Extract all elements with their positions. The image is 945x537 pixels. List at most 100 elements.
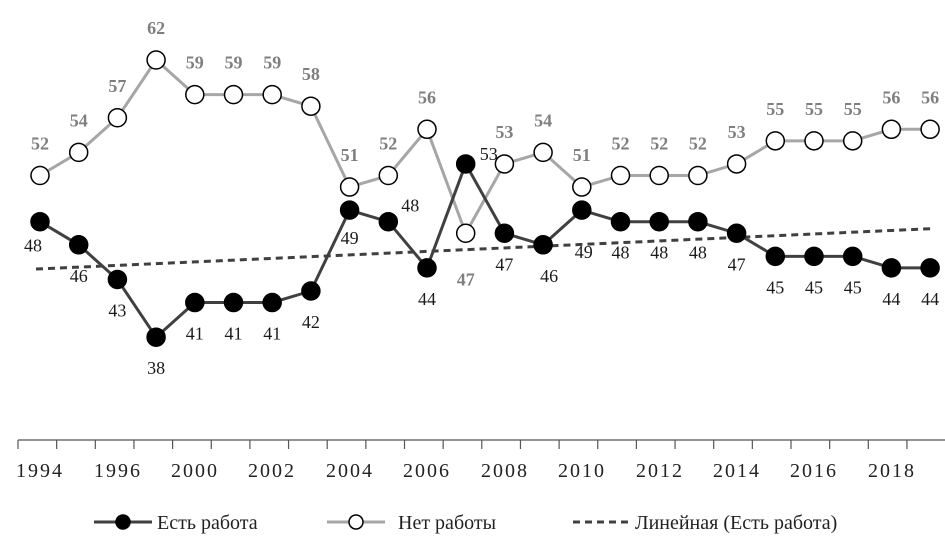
point-employed: [378, 211, 399, 232]
point-employed: [649, 211, 669, 232]
data-label-employed: 41: [225, 324, 243, 344]
x-tick-label: 2002: [248, 460, 296, 482]
x-tick-label: 2014: [713, 460, 761, 482]
data-label-unemployed: 56: [418, 87, 436, 107]
point-unemployed: [68, 142, 89, 163]
data-label-unemployed: 58: [302, 64, 320, 84]
data-label-unemployed: 59: [225, 53, 243, 73]
data-label-unemployed: 51: [341, 145, 359, 165]
x-tick-label: 2006: [403, 460, 451, 482]
point-employed: [339, 200, 360, 220]
data-label-unemployed: 56: [921, 87, 939, 107]
data-labels: 52 54 57 62 59 59 59 58 51 52 56 47 53 54 51 52 52 52 53 55…: [24, 18, 939, 378]
data-label-employed: 45: [844, 277, 862, 297]
data-label-unemployed: 52: [689, 134, 707, 154]
x-tick-label: 2008: [481, 460, 529, 482]
data-label-employed: 45: [805, 277, 823, 297]
point-employed: [920, 258, 940, 278]
data-label-unemployed: 55: [766, 99, 784, 119]
data-label-employed: 44: [921, 289, 939, 309]
point-unemployed: [455, 223, 476, 243]
data-label-unemployed: 51: [573, 145, 591, 165]
legend: Есть работа Нет работы Линейная (Есть ра…: [94, 512, 837, 534]
trendline: [35, 227, 933, 271]
point-employed: [804, 246, 824, 267]
data-label-unemployed: 59: [263, 53, 281, 73]
point-unemployed: [30, 165, 50, 186]
point-unemployed: [804, 131, 824, 151]
legend-label-trend: Линейная (Есть работа): [635, 512, 837, 534]
data-label-employed: 47: [495, 254, 513, 274]
point-employed: [842, 246, 863, 267]
point-unemployed: [765, 131, 786, 151]
point-unemployed: [726, 154, 747, 174]
point-employed: [301, 281, 321, 301]
point-unemployed: [649, 165, 669, 186]
point-employed: [533, 235, 553, 255]
data-label-employed: 42: [302, 312, 320, 332]
point-employed: [185, 292, 205, 313]
point-employed: [726, 223, 747, 243]
data-label-employed: 48: [612, 243, 630, 263]
point-employed: [765, 246, 786, 267]
point-unemployed: [262, 84, 282, 105]
point-unemployed: [842, 131, 863, 151]
data-label-employed: 53: [480, 144, 498, 164]
data-label-unemployed: 52: [612, 134, 630, 154]
legend-label-employed: Есть работа: [157, 512, 258, 534]
data-label-employed: 46: [540, 266, 558, 286]
data-label-employed: 47: [728, 254, 746, 274]
x-tick-label: 1996: [94, 460, 142, 482]
data-label-unemployed: 52: [379, 134, 397, 154]
point-employed: [417, 258, 437, 278]
point-unemployed: [494, 154, 515, 174]
x-tick-label: 1994: [16, 460, 64, 482]
data-label-unemployed: 53: [495, 122, 513, 142]
point-employed: [223, 292, 244, 313]
data-label-employed: 44: [882, 289, 900, 309]
series-lines: [39, 58, 931, 339]
point-unemployed: [688, 165, 708, 186]
point-employed: [494, 223, 515, 243]
data-label-unemployed: 57: [108, 76, 126, 96]
data-label-unemployed: 56: [882, 87, 900, 107]
x-tick-label: 2018: [868, 460, 916, 482]
data-label-employed: 49: [575, 242, 593, 262]
data-label-employed: 49: [341, 228, 359, 248]
point-employed: [146, 327, 166, 347]
point-unemployed: [339, 177, 360, 197]
legend-marker-employed: [115, 514, 131, 530]
data-label-unemployed: 53: [728, 122, 746, 142]
data-label-employed: 48: [401, 196, 419, 216]
point-unemployed: [301, 96, 321, 116]
data-label-employed: 43: [108, 300, 126, 320]
point-employed: [881, 258, 902, 278]
data-label-unemployed: 55: [805, 99, 823, 119]
point-unemployed: [533, 142, 553, 163]
point-unemployed: [146, 50, 166, 70]
point-unemployed: [920, 119, 940, 140]
data-label-unemployed: 54: [70, 110, 88, 130]
x-tick-label: 2012: [636, 460, 684, 482]
point-employed: [107, 269, 128, 290]
point-unemployed: [417, 119, 437, 140]
point-unemployed: [107, 108, 128, 128]
series-line-employed: [39, 162, 931, 339]
trendline-path: [35, 227, 933, 271]
data-label-unemployed: 52: [31, 134, 49, 154]
data-label-unemployed: 62: [147, 18, 165, 38]
x-axis: 1994 1996 2000 2002 2004 2006 2008 2010 2012 2014…: [16, 439, 945, 482]
point-unemployed: [881, 119, 902, 140]
data-label-unemployed: 54: [534, 110, 552, 130]
point-employed: [572, 200, 592, 220]
data-label-employed: 45: [766, 277, 784, 297]
point-employed: [610, 211, 631, 232]
x-tick-label: 2010: [558, 460, 606, 482]
data-label-employed: 38: [147, 358, 165, 378]
data-label-unemployed: 47: [457, 269, 475, 289]
point-unemployed: [185, 84, 205, 105]
data-label-employed: 48: [24, 236, 42, 256]
data-label-unemployed: 59: [186, 53, 204, 73]
data-label-unemployed: 52: [650, 134, 668, 154]
